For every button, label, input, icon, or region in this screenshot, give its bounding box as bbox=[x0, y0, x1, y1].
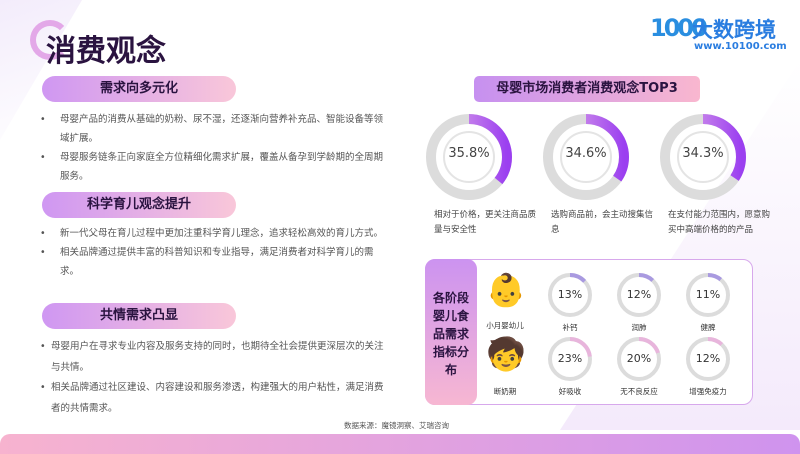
top3-title: 母婴市场消费者消费观念TOP3 bbox=[474, 76, 700, 102]
food-demand-panel bbox=[425, 259, 753, 405]
donut-value: 35.8% bbox=[448, 146, 490, 161]
donut-description: 在支付能力范围内，愿意购买中高端价格的的产品 bbox=[668, 210, 771, 235]
logo-url: www.10100.com bbox=[694, 41, 787, 52]
donut-description: 选购商品前，会主动搜集信息 bbox=[551, 210, 654, 235]
data-source: 数据来源：魔镜洞察、艾瑞咨询 bbox=[344, 421, 449, 430]
bullet-item: 母婴服务链条正向家庭全方位精细化需求扩展，覆盖从备孕到学龄期的全周期服务。 bbox=[38, 148, 388, 186]
donut-inner bbox=[443, 131, 495, 183]
section-heading: 共情需求凸显 bbox=[42, 303, 236, 329]
donut-description: 相对于价格，更关注商品质量与安全性 bbox=[434, 210, 537, 235]
bullet-item: 相关品牌通过提供丰富的科普知识和专业指导，满足消费者对科学育儿的需求。 bbox=[38, 243, 388, 281]
bullet-item: 母婴产品的消费从基础的奶粉、尿不湿，还逐渐向营养补充品、智能设备等领域扩展。 bbox=[38, 110, 388, 148]
top3-donut: 35.8% bbox=[424, 112, 514, 202]
donut-inner bbox=[560, 131, 612, 183]
donut-value-arc bbox=[426, 114, 512, 200]
section-heading: 需求向多元化 bbox=[42, 76, 236, 102]
indicator-label: 补钙 bbox=[562, 323, 578, 332]
bullet-item: 母婴用户在寻求专业内容及服务支持的同时，也期待全社会提供更深层次的关注与共情。 bbox=[38, 337, 388, 378]
donut-value-arc bbox=[660, 114, 746, 200]
indicator-donut: 12% bbox=[616, 272, 662, 318]
logo-mark: 1000 bbox=[650, 14, 708, 42]
section-heading: 科学育儿观念提升 bbox=[42, 192, 236, 218]
bottom-bar bbox=[0, 434, 800, 454]
donut-value-arc bbox=[543, 114, 629, 200]
stage-label: 小月婴幼儿 bbox=[486, 321, 524, 330]
panel-title: 各阶段婴儿食品需求指标分布 bbox=[425, 259, 477, 405]
indicator-donut: 23% bbox=[547, 336, 593, 382]
indicator-label: 增强免疫力 bbox=[689, 387, 727, 396]
donut-value-arc bbox=[617, 273, 661, 317]
donut-value: 12% bbox=[695, 352, 721, 365]
donut-value-arc bbox=[617, 337, 661, 381]
indicator-label: 好吸收 bbox=[558, 387, 582, 396]
logo-name: 大数跨境 bbox=[692, 18, 776, 42]
stage-label: 断奶期 bbox=[493, 387, 517, 396]
bullet-item: 新一代父母在育儿过程中更加注重科学育儿理念，追求轻松高效的育儿方式。 bbox=[38, 224, 388, 243]
indicator-label: 健脾 bbox=[700, 323, 716, 332]
donut-value-arc bbox=[548, 273, 592, 317]
donut-value: 13% bbox=[557, 288, 583, 301]
bullet-item: 相关品牌通过社区建设、内容建设和服务渗透，构建强大的用户粘性，满足消费者的共情需… bbox=[38, 378, 388, 419]
donut-value: 34.6% bbox=[565, 146, 607, 161]
donut-value-arc bbox=[686, 337, 730, 381]
bullet-list: 母婴用户在寻求专业内容及服务支持的同时，也期待全社会提供更深层次的关注与共情。 … bbox=[38, 337, 388, 419]
indicator-donut: 12% bbox=[685, 336, 731, 382]
infant-illustration: 👶 bbox=[486, 271, 526, 309]
bullet-list: 母婴产品的消费从基础的奶粉、尿不湿，还逐渐向营养补充品、智能设备等领域扩展。 母… bbox=[38, 110, 388, 186]
donut-value: 20% bbox=[626, 352, 652, 365]
donut-value-arc bbox=[548, 337, 592, 381]
indicator-label: 无不良反应 bbox=[620, 387, 658, 396]
bullet-list: 新一代父母在育儿过程中更加注重科学育儿理念，追求轻松高效的育儿方式。 相关品牌通… bbox=[38, 224, 388, 281]
title-ring-decoration bbox=[30, 20, 70, 60]
top3-donut: 34.6% bbox=[541, 112, 631, 202]
indicator-donut: 13% bbox=[547, 272, 593, 318]
donut-value: 11% bbox=[695, 288, 721, 301]
weaning-baby-illustration: 🧒 bbox=[486, 335, 526, 373]
donut-value: 23% bbox=[557, 352, 583, 365]
page-title: 消费观念 bbox=[46, 34, 166, 69]
indicator-donut: 11% bbox=[685, 272, 731, 318]
donut-value: 34.3% bbox=[682, 146, 724, 161]
indicator-donut: 20% bbox=[616, 336, 662, 382]
donut-value-arc bbox=[686, 273, 730, 317]
donut-inner bbox=[677, 131, 729, 183]
indicator-label: 润肺 bbox=[631, 323, 647, 332]
donut-value: 12% bbox=[626, 288, 652, 301]
top3-donut: 34.3% bbox=[658, 112, 748, 202]
